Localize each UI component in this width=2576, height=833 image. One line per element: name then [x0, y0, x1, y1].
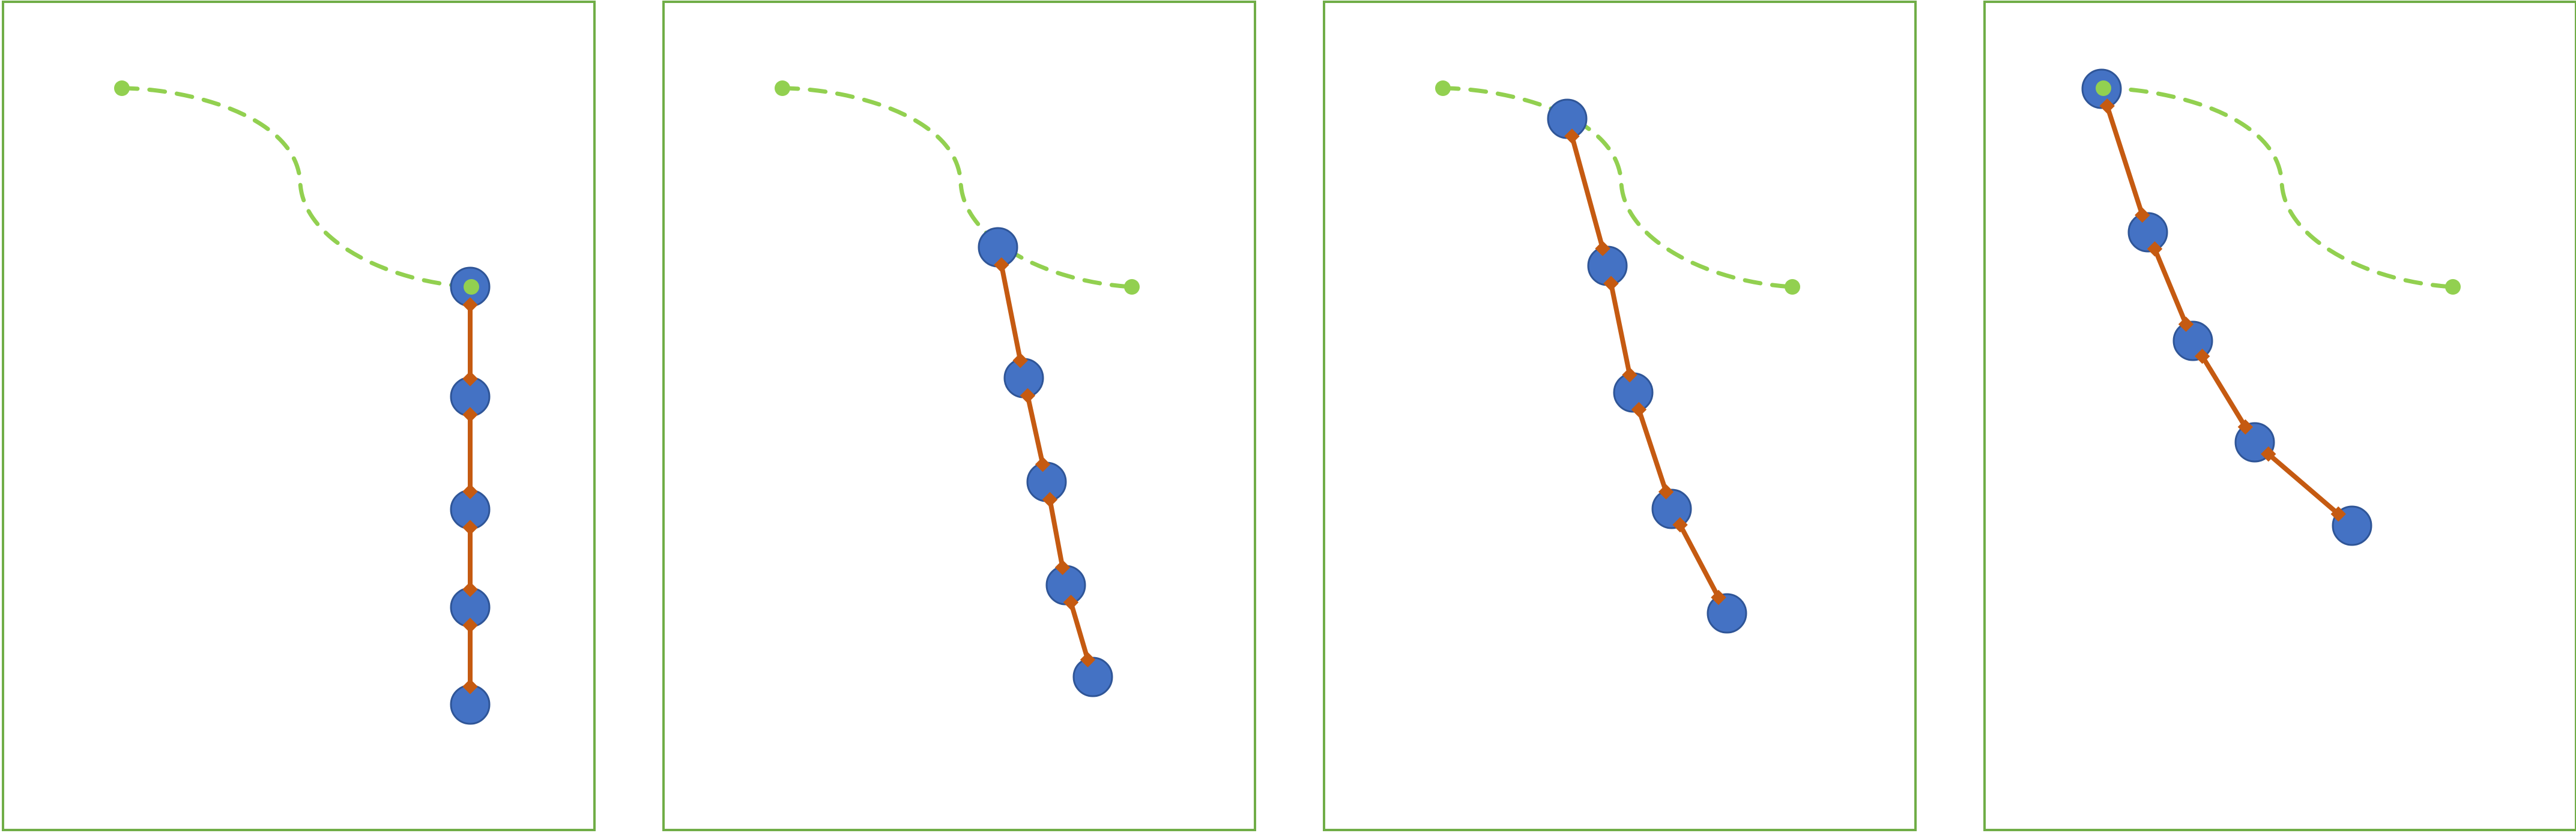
target-path	[780, 86, 1134, 289]
arm-joint	[1072, 657, 1113, 697]
link-connector-marker	[462, 407, 478, 423]
arm-joint	[2127, 212, 2168, 253]
target-path	[2101, 86, 2455, 289]
link-connector-marker	[462, 582, 478, 597]
arm-link	[1565, 116, 1610, 268]
target-path	[119, 86, 474, 289]
arm-joint	[1587, 245, 1628, 286]
panel-frame	[1323, 1, 1917, 831]
link-connector-marker	[462, 371, 478, 386]
arm-end-effector-joint	[1547, 98, 1588, 139]
target-path	[1441, 86, 1795, 289]
link-connector-marker	[462, 484, 478, 499]
target-path-start-dot	[114, 80, 130, 96]
effector-target-dot	[464, 279, 479, 295]
panel-frame	[662, 1, 1256, 831]
target-path-end-dot	[2445, 279, 2461, 295]
arm-joint	[1613, 372, 1654, 413]
arm-end-effector-joint	[978, 227, 1018, 268]
arm-link	[2099, 86, 2150, 235]
arm-joint	[1003, 358, 1044, 398]
link-connector-marker	[462, 297, 478, 313]
panel-frame	[2, 1, 596, 831]
target-path-start-dot	[775, 80, 790, 96]
panel-4	[1983, 1, 2576, 831]
target-path-end-dot	[1124, 279, 1140, 295]
panel-2	[662, 1, 1256, 831]
panel-3	[1323, 1, 1917, 831]
target-path-end-dot	[1785, 279, 1800, 295]
panel-1	[2, 1, 596, 831]
panel-frame	[1983, 1, 2576, 831]
target-path-start-dot	[1435, 80, 1451, 96]
effector-target-dot	[2096, 80, 2111, 96]
link-connector-marker	[462, 520, 478, 535]
